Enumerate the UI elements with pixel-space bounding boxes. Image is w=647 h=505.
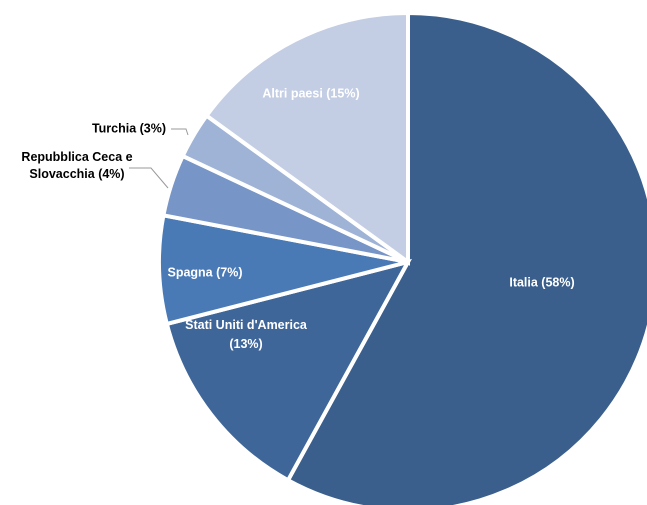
pie-labels: Italia (58%) Stati Uniti d'America (13%) Sp… <box>21 86 574 351</box>
pie-slice-1 <box>164 258 412 483</box>
slice-label-3: Repubblica Ceca e Slovacchia (4%) <box>21 150 132 181</box>
slice-label-line: (13%) <box>229 337 262 351</box>
slice-label-2: Spagna (7%) <box>167 265 242 279</box>
slice-label-5: Altri paesi (15%) <box>262 86 359 100</box>
pie-slice-0 <box>285 10 647 505</box>
pie-slices <box>157 10 647 505</box>
slice-label-0: Italia (58%) <box>509 275 574 289</box>
pie-slice-2 <box>157 213 409 327</box>
leader-line-3 <box>129 167 169 189</box>
slice-label-line: Repubblica Ceca e <box>21 150 132 164</box>
pie-slice-5 <box>203 10 410 266</box>
slice-label-line: Italia (58%) <box>509 275 574 289</box>
slice-label-line: Turchia (3%) <box>92 121 166 135</box>
slice-label-line: Spagna (7%) <box>167 265 242 279</box>
slice-label-1: Stati Uniti d'America (13%) <box>185 318 308 351</box>
slice-label-line: Slovacchia (4%) <box>29 167 124 181</box>
slice-label-4: Turchia (3%) <box>92 121 166 135</box>
leader-line-4 <box>171 128 189 136</box>
slice-label-line: Stati Uniti d'America <box>185 318 308 332</box>
slice-label-line: Altri paesi (15%) <box>262 86 359 100</box>
